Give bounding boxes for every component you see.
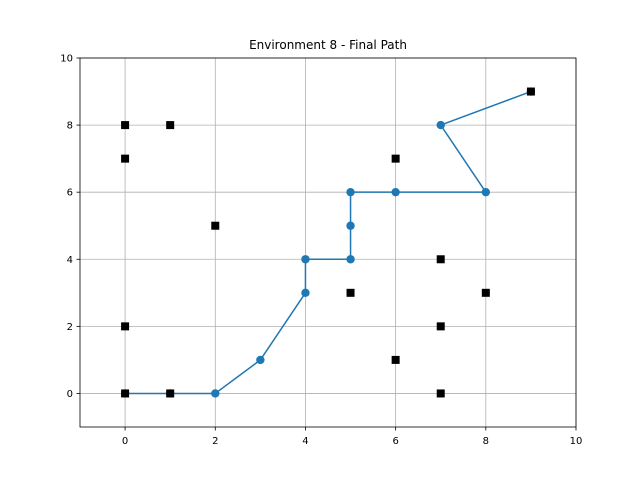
obstacle-marker [436, 255, 445, 264]
x-tick-label: 8 [483, 436, 489, 447]
path-point [436, 120, 445, 130]
obstacle-marker [436, 389, 445, 398]
path-point [301, 255, 310, 264]
obstacle-marker [121, 121, 130, 130]
chart-title: Environment 8 - Final Path [249, 38, 407, 52]
x-tick-label: 2 [212, 436, 218, 447]
obstacle-marker [391, 154, 400, 163]
path-point [301, 288, 310, 298]
path-point [346, 187, 355, 197]
obstacle-marker [211, 221, 220, 230]
y-tick-label: 4 [67, 255, 73, 266]
x-tick-label: 6 [392, 436, 398, 447]
obstacle-marker [166, 121, 175, 130]
obstacle-marker [346, 288, 355, 297]
path-point [346, 221, 355, 230]
path-point [256, 355, 265, 365]
obstacle-marker [166, 389, 175, 398]
x-tick-label: 10 [570, 436, 583, 447]
y-tick-label: 0 [67, 389, 73, 400]
path-point [211, 389, 220, 398]
axes-frame [79, 57, 577, 428]
x-tick-label: 0 [122, 436, 128, 447]
path-point [391, 187, 400, 197]
obstacle-marker [526, 87, 535, 96]
obstacle-marker [121, 154, 130, 163]
obstacle-marker [121, 322, 130, 331]
path-point [481, 187, 491, 197]
obstacle-marker [121, 389, 130, 398]
obstacle-marker [436, 322, 445, 331]
obstacle-marker [481, 288, 490, 297]
obstacle-marker [391, 355, 400, 364]
obstacle-markers [121, 87, 535, 398]
y-tick-label: 10 [60, 54, 73, 65]
y-tick-label: 8 [67, 121, 73, 132]
path-point [346, 255, 355, 264]
plot-area [80, 58, 576, 427]
grid-lines [80, 57, 577, 427]
x-tick-label: 4 [302, 436, 308, 447]
y-tick-label: 2 [67, 322, 73, 333]
y-tick-label: 6 [67, 188, 73, 199]
axis-ticks: 0 2 4 6 8 10 0 2 4 6 8 10 [60, 54, 582, 448]
